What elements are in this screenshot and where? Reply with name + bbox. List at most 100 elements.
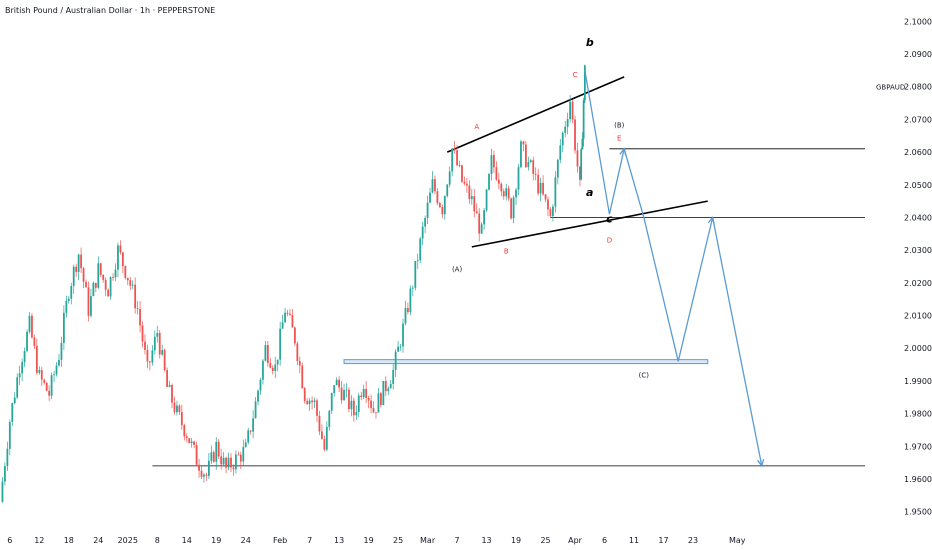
candle-body [114, 269, 117, 278]
candle-body [321, 431, 323, 439]
candle-body [350, 400, 353, 410]
candle-body [493, 155, 495, 168]
x-tick-label: 8 [155, 536, 160, 545]
candle-body [13, 397, 16, 404]
candle-body [500, 183, 503, 192]
candle-body [16, 377, 19, 398]
candle-body [394, 351, 397, 370]
candle-body [384, 380, 387, 392]
candle-body [242, 447, 245, 462]
candle-body [139, 309, 141, 326]
candle-body [352, 400, 355, 416]
x-tick-label: 14 [182, 536, 192, 545]
candle-body [124, 265, 127, 278]
projection-arrowhead [757, 458, 765, 468]
candle-body [168, 384, 171, 387]
candle-body [549, 209, 552, 217]
candle-body [85, 281, 87, 288]
candle-body [542, 182, 544, 195]
candle-body [318, 415, 321, 432]
candle-body [539, 182, 542, 194]
candle-body [230, 457, 232, 468]
candle-body [438, 203, 441, 207]
candle-body [512, 197, 515, 219]
candle-body [520, 141, 522, 168]
support-zone [343, 359, 709, 365]
candle-body [80, 254, 82, 269]
trendline [471, 200, 708, 248]
wave-label: D [607, 237, 612, 245]
candle-body [345, 389, 348, 391]
candle-body [522, 141, 525, 145]
candle-body [582, 100, 585, 139]
candle-body [402, 323, 404, 347]
candle-body [357, 395, 360, 412]
candle-body [296, 343, 299, 361]
candle-body [28, 315, 31, 332]
candle-body [193, 441, 196, 445]
candle-body [239, 454, 242, 462]
candle-body [198, 464, 200, 471]
candle-body [497, 179, 500, 184]
candle-body [421, 226, 424, 239]
candle-body [43, 379, 46, 383]
candle-body [72, 266, 75, 286]
candle-body [26, 331, 28, 352]
candle-body [441, 206, 444, 215]
candle-body [215, 441, 218, 462]
candle-body [473, 196, 476, 212]
candle-body [495, 167, 498, 180]
candle-body [574, 119, 576, 151]
wave-label: C [573, 71, 578, 79]
projection-arrowhead [707, 216, 715, 225]
candle-body [429, 192, 431, 203]
candle-body [510, 198, 513, 219]
x-tick-label: 12 [34, 536, 44, 545]
candle-body [90, 296, 92, 316]
candle-body [466, 183, 468, 186]
candle-body [173, 402, 176, 413]
candle-body [382, 380, 385, 406]
candle-body [313, 400, 316, 403]
x-tick-label: 6 [7, 536, 12, 545]
candle-body [559, 145, 562, 160]
candle-body [502, 191, 505, 197]
x-tick-label: 24 [241, 536, 251, 545]
candle-body [301, 365, 304, 389]
candle-body [527, 161, 530, 168]
candle-body [212, 452, 215, 462]
x-tick-label: 18 [64, 536, 74, 545]
candle-body [109, 277, 112, 297]
candle-body [505, 188, 508, 197]
candle-body [286, 312, 289, 314]
candle-body [237, 454, 240, 456]
candle-body [232, 467, 235, 470]
candle-body [112, 277, 114, 278]
candle-body [23, 351, 26, 363]
candle-body [141, 325, 144, 342]
candle-body [205, 474, 208, 476]
candle-body [119, 245, 122, 253]
candle-body [149, 361, 151, 363]
candle-body [468, 185, 471, 200]
candle-body [276, 359, 279, 365]
candle-body [1, 481, 4, 502]
candle-body [38, 370, 41, 373]
candle-body [67, 298, 70, 301]
candle-body [31, 315, 33, 338]
candle-body [564, 126, 567, 133]
candle-body [8, 421, 11, 449]
projection-layer [584, 70, 765, 468]
candle-body [561, 132, 564, 146]
candle-body [303, 388, 306, 401]
wave-label: (B) [614, 122, 625, 130]
candle-body [576, 150, 579, 167]
candle-body [210, 452, 213, 461]
x-tick-label: 6 [602, 536, 607, 545]
candle-body [348, 389, 350, 410]
candle-body [217, 441, 220, 457]
candle-body [507, 188, 510, 199]
candle-body [153, 336, 156, 351]
candle-body [461, 165, 463, 182]
